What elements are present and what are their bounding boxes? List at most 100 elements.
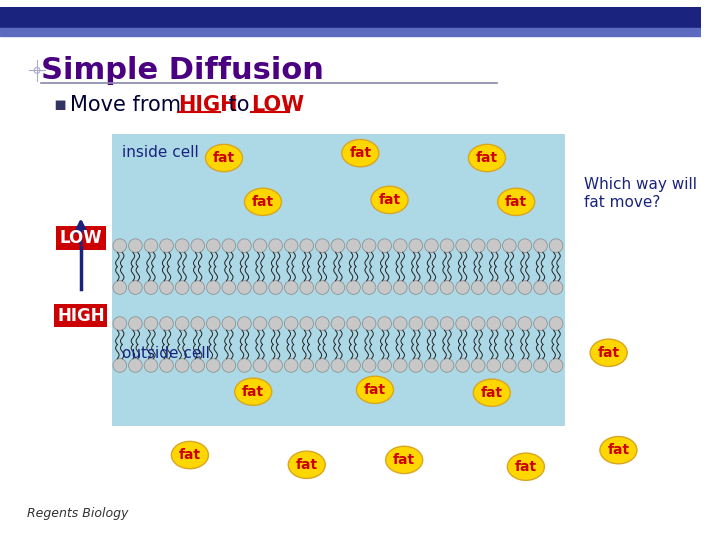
Ellipse shape xyxy=(171,441,208,469)
Circle shape xyxy=(284,239,298,253)
Text: fat: fat xyxy=(481,386,503,400)
Circle shape xyxy=(269,281,282,294)
Circle shape xyxy=(362,317,376,330)
Circle shape xyxy=(300,359,314,372)
Circle shape xyxy=(253,239,267,253)
Ellipse shape xyxy=(469,144,505,172)
Text: Regents Biology: Regents Biology xyxy=(27,507,129,520)
Text: outside cell: outside cell xyxy=(122,346,210,361)
Circle shape xyxy=(160,281,174,294)
Ellipse shape xyxy=(386,446,423,474)
Circle shape xyxy=(503,281,516,294)
Text: fat: fat xyxy=(179,448,201,462)
Circle shape xyxy=(549,239,563,253)
Circle shape xyxy=(347,359,360,372)
Text: fat: fat xyxy=(393,453,415,467)
Circle shape xyxy=(144,317,158,330)
Circle shape xyxy=(440,317,454,330)
Circle shape xyxy=(222,281,235,294)
Circle shape xyxy=(253,359,267,372)
Circle shape xyxy=(331,239,345,253)
Circle shape xyxy=(160,359,174,372)
Circle shape xyxy=(144,359,158,372)
Circle shape xyxy=(175,281,189,294)
Circle shape xyxy=(378,239,392,253)
Circle shape xyxy=(425,281,438,294)
Bar xyxy=(53,304,107,327)
Circle shape xyxy=(440,239,454,253)
Circle shape xyxy=(503,239,516,253)
Text: fat: fat xyxy=(296,458,318,472)
Circle shape xyxy=(362,239,376,253)
Circle shape xyxy=(487,239,500,253)
Circle shape xyxy=(175,239,189,253)
Circle shape xyxy=(331,359,345,372)
Circle shape xyxy=(315,317,329,330)
Circle shape xyxy=(238,281,251,294)
Text: fat: fat xyxy=(242,384,264,399)
Text: LOW: LOW xyxy=(251,94,305,114)
Circle shape xyxy=(503,317,516,330)
Circle shape xyxy=(160,239,174,253)
Circle shape xyxy=(518,281,532,294)
Circle shape xyxy=(472,239,485,253)
Text: fat: fat xyxy=(213,151,235,165)
Circle shape xyxy=(425,317,438,330)
Circle shape xyxy=(144,281,158,294)
Circle shape xyxy=(175,317,189,330)
Circle shape xyxy=(315,281,329,294)
Circle shape xyxy=(440,359,454,372)
Circle shape xyxy=(518,239,532,253)
Circle shape xyxy=(269,239,282,253)
Text: fat: fat xyxy=(349,146,372,160)
Circle shape xyxy=(331,317,345,330)
Circle shape xyxy=(129,359,142,372)
Circle shape xyxy=(487,359,500,372)
Text: LOW: LOW xyxy=(60,229,102,247)
Circle shape xyxy=(503,359,516,372)
Text: fat: fat xyxy=(505,195,527,209)
Circle shape xyxy=(347,281,360,294)
Text: Move from: Move from xyxy=(70,94,188,114)
Circle shape xyxy=(456,281,469,294)
Circle shape xyxy=(518,317,532,330)
Circle shape xyxy=(362,359,376,372)
Circle shape xyxy=(300,239,314,253)
Circle shape xyxy=(191,281,204,294)
Circle shape xyxy=(144,239,158,253)
Circle shape xyxy=(284,359,298,372)
Circle shape xyxy=(534,317,547,330)
Circle shape xyxy=(207,317,220,330)
Circle shape xyxy=(253,317,267,330)
Circle shape xyxy=(113,239,127,253)
Circle shape xyxy=(347,239,360,253)
Circle shape xyxy=(284,281,298,294)
Circle shape xyxy=(472,359,485,372)
Circle shape xyxy=(315,239,329,253)
Circle shape xyxy=(238,239,251,253)
Circle shape xyxy=(393,281,407,294)
Circle shape xyxy=(393,317,407,330)
Circle shape xyxy=(238,359,251,372)
Ellipse shape xyxy=(235,378,271,406)
Bar xyxy=(0,7,701,29)
Circle shape xyxy=(549,359,563,372)
Circle shape xyxy=(300,317,314,330)
Circle shape xyxy=(113,281,127,294)
Circle shape xyxy=(113,359,127,372)
Circle shape xyxy=(534,359,547,372)
Circle shape xyxy=(191,359,204,372)
Circle shape xyxy=(315,359,329,372)
Circle shape xyxy=(518,359,532,372)
Circle shape xyxy=(393,359,407,372)
Circle shape xyxy=(207,281,220,294)
Ellipse shape xyxy=(245,188,282,215)
Text: HIGH: HIGH xyxy=(179,94,238,114)
Circle shape xyxy=(393,239,407,253)
Ellipse shape xyxy=(371,186,408,213)
Circle shape xyxy=(160,317,174,330)
Circle shape xyxy=(238,317,251,330)
Circle shape xyxy=(253,281,267,294)
Circle shape xyxy=(300,281,314,294)
Bar xyxy=(55,226,106,249)
